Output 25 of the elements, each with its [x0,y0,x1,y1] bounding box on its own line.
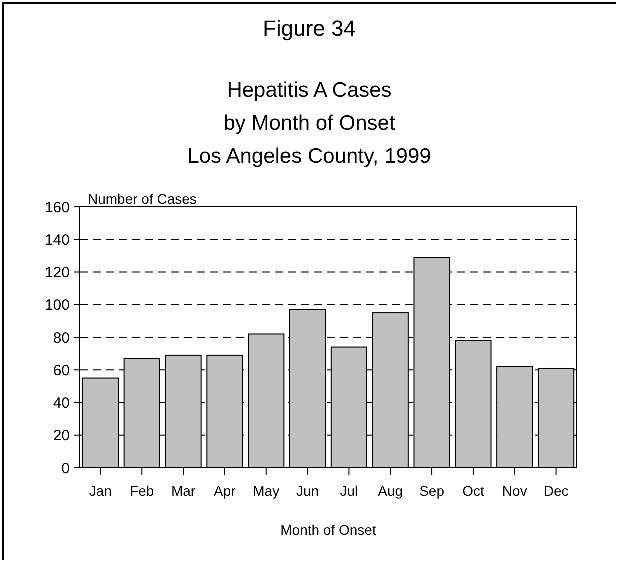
y-tick-label: 140 [44,232,70,249]
x-tick-label: Jun [296,483,320,499]
y-tick-label: 20 [53,428,70,445]
y-tick-label: 60 [53,362,70,380]
y-tick-label: 80 [53,330,70,347]
y-tick-label: 120 [44,264,70,282]
x-tick-label: Dec [544,483,569,499]
x-tick-label: Mar [171,483,196,499]
x-tick-label: Jan [89,483,112,499]
y-tick-label: 100 [44,297,70,314]
chart-subtitle: Hepatitis A Cases by Month of Onset Los Angeles County, 1999 [188,79,432,168]
x-tick-label: Sep [420,483,445,499]
y-tick-label: 0 [62,460,70,478]
x-tick-label: Nov [502,483,528,499]
y-tick-label: 40 [53,395,70,412]
x-tick-label: Apr [214,483,236,499]
x-tick-label: Feb [130,483,154,499]
chart-title: Figure 34 [263,16,356,41]
x-tick-label: Aug [378,483,404,499]
y-axis-title: Number of Cases [88,191,197,207]
x-tick-label: Jul [340,483,358,499]
x-tick-label: May [253,483,280,499]
x-axis-title: Month of Onset [280,522,376,538]
y-tick-label: 160 [44,199,70,216]
x-tick-label: Oct [462,483,484,499]
